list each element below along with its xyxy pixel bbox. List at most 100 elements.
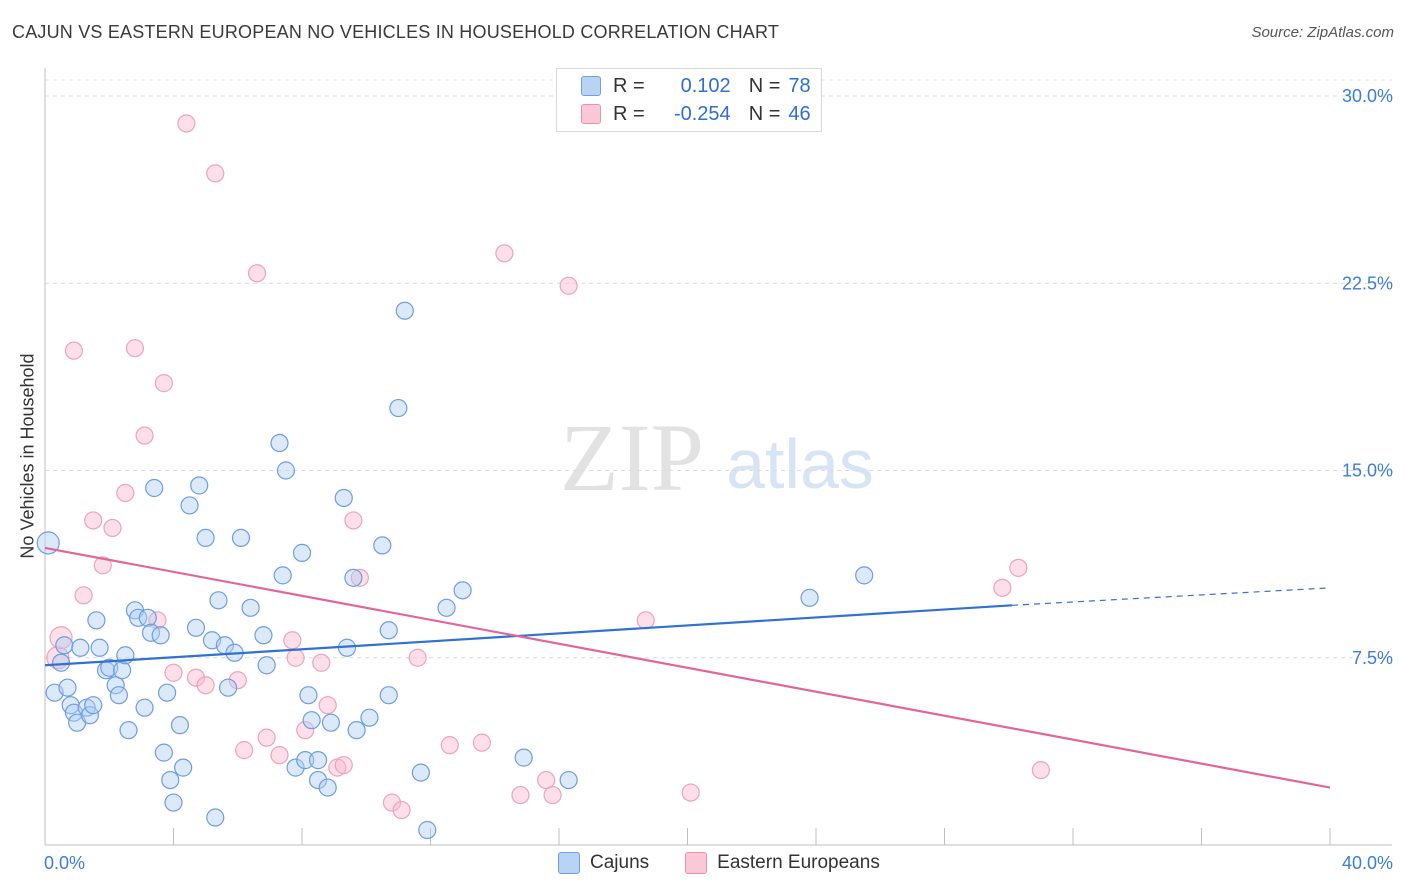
cajun-point bbox=[559, 770, 578, 790]
eastern-european-point bbox=[440, 736, 459, 755]
eastern-european-point bbox=[103, 518, 122, 538]
cajun-point bbox=[855, 566, 874, 585]
watermark-atlas: atlas bbox=[726, 425, 874, 503]
legend-row-cajuns: R = 0.102 N = 78 bbox=[581, 73, 811, 99]
y-axis-label: No Vehicles in Household bbox=[17, 353, 38, 559]
cajun-point bbox=[129, 608, 148, 627]
cajun-point bbox=[106, 676, 125, 695]
cajun-point bbox=[296, 751, 315, 770]
eastern-european-point bbox=[283, 631, 302, 650]
cajun-point bbox=[389, 398, 408, 418]
watermark-zip: ZIP bbox=[560, 404, 704, 511]
legend-item-eastern-europeans[interactable]: Eastern Europeans bbox=[685, 852, 880, 874]
legend-swatch-cajuns bbox=[558, 852, 580, 874]
series-eastern-europeans bbox=[46, 114, 1050, 820]
legend-label-cajuns: Cajuns bbox=[590, 852, 650, 873]
eastern-european-point bbox=[472, 733, 491, 752]
cajun-point bbox=[186, 618, 206, 637]
cajun-point bbox=[109, 686, 128, 705]
cajun-point bbox=[71, 638, 90, 657]
eastern-european-point bbox=[135, 426, 154, 445]
legend-n-label: N = bbox=[748, 74, 781, 97]
eastern-european-point bbox=[154, 374, 173, 393]
eastern-european-point bbox=[257, 728, 276, 747]
eastern-european-point bbox=[74, 586, 93, 605]
cajun-point bbox=[514, 748, 533, 767]
cajun-point bbox=[411, 763, 430, 782]
correlation-legend: R = 0.102 N = 78 R = -0.254 N = 46 bbox=[556, 68, 822, 132]
cajun-point bbox=[138, 608, 157, 627]
cajun-point bbox=[209, 591, 228, 610]
cajun-point bbox=[112, 661, 132, 680]
eastern-european-point bbox=[177, 114, 196, 133]
cajun-point bbox=[164, 793, 183, 812]
cajun-point bbox=[257, 656, 276, 675]
cajun-point bbox=[379, 621, 398, 640]
legend-n-label: N = bbox=[748, 102, 781, 125]
cajun-point bbox=[302, 711, 321, 730]
cajun-trend-line bbox=[44, 604, 1013, 667]
eastern-european-point bbox=[247, 264, 267, 283]
cajun-point bbox=[151, 626, 170, 645]
tick-labels: 7.5% 15.0% 22.5% 30.0% 0.0% 40.0% bbox=[44, 86, 1393, 873]
legend-swatch-eastern-europeans bbox=[581, 104, 601, 124]
eastern-european-point bbox=[312, 653, 331, 672]
eastern-european-point bbox=[196, 676, 215, 695]
eastern-european-point bbox=[206, 164, 225, 183]
source-label: Source: ZipAtlas.com bbox=[1251, 24, 1394, 41]
eastern-european-point bbox=[382, 793, 402, 812]
cajun-point bbox=[800, 588, 819, 607]
cajun-point bbox=[180, 496, 199, 515]
legend-n-value-eastern-europeans: 46 bbox=[788, 102, 811, 125]
legend-r-value-cajuns: 0.102 bbox=[680, 74, 731, 97]
eastern-european-point bbox=[164, 663, 183, 682]
cajun-point bbox=[231, 528, 251, 548]
cajun-point bbox=[334, 488, 353, 508]
cajun-point bbox=[157, 683, 177, 702]
eastern-european-point bbox=[228, 671, 247, 690]
cajun-point bbox=[145, 478, 164, 498]
cajun-point bbox=[347, 721, 366, 740]
eastern-european-point bbox=[681, 783, 700, 802]
legend-item-cajuns[interactable]: Cajuns bbox=[558, 852, 649, 874]
series-legend: Cajuns Eastern Europeans bbox=[558, 852, 916, 874]
cajun-point bbox=[196, 528, 215, 548]
watermark: ZIP atlas bbox=[560, 404, 874, 511]
trend-lines bbox=[44, 546, 1331, 789]
eastern-european-point bbox=[344, 511, 363, 530]
cajun-point bbox=[241, 598, 260, 617]
eastern-european-point bbox=[286, 648, 305, 667]
eastern-european-point bbox=[495, 244, 514, 263]
cajun-point bbox=[87, 611, 106, 630]
eastern-european-point bbox=[559, 276, 578, 295]
cajun-point bbox=[276, 461, 296, 480]
eastern-european-point bbox=[392, 800, 411, 820]
cajun-point bbox=[206, 808, 225, 827]
cajun-point bbox=[437, 598, 456, 617]
axes bbox=[44, 68, 1392, 846]
legend-r-value-eastern-europeans: -0.254 bbox=[673, 102, 731, 125]
eastern-european-point bbox=[116, 483, 135, 503]
legend-row-eastern-europeans: R = -0.254 N = 46 bbox=[581, 101, 811, 127]
eastern-european-point bbox=[125, 339, 145, 358]
legend-r-label: R = bbox=[613, 74, 645, 97]
cajun-point bbox=[161, 770, 180, 790]
eastern-european-point bbox=[93, 556, 112, 575]
chart-title: CAJUN VS EASTERN EUROPEAN NO VEHICLES IN… bbox=[12, 22, 780, 42]
cajun-point bbox=[321, 713, 341, 732]
y-tick-label-1: 15.0% bbox=[1342, 461, 1393, 481]
cajun-point bbox=[80, 706, 100, 725]
cajun-point bbox=[170, 716, 190, 735]
cajun-point bbox=[58, 678, 77, 697]
cajun-point bbox=[84, 696, 103, 715]
eastern-european-point bbox=[64, 341, 84, 360]
cajun-point bbox=[286, 758, 305, 777]
cajun-point bbox=[273, 566, 292, 585]
cajun-point bbox=[453, 581, 472, 600]
legend-label-eastern-europeans: Eastern Europeans bbox=[717, 852, 880, 873]
cajun-point bbox=[418, 820, 437, 840]
cajun-point bbox=[174, 758, 193, 777]
eastern-european-point bbox=[1009, 558, 1028, 577]
eastern-european-point bbox=[511, 785, 530, 805]
